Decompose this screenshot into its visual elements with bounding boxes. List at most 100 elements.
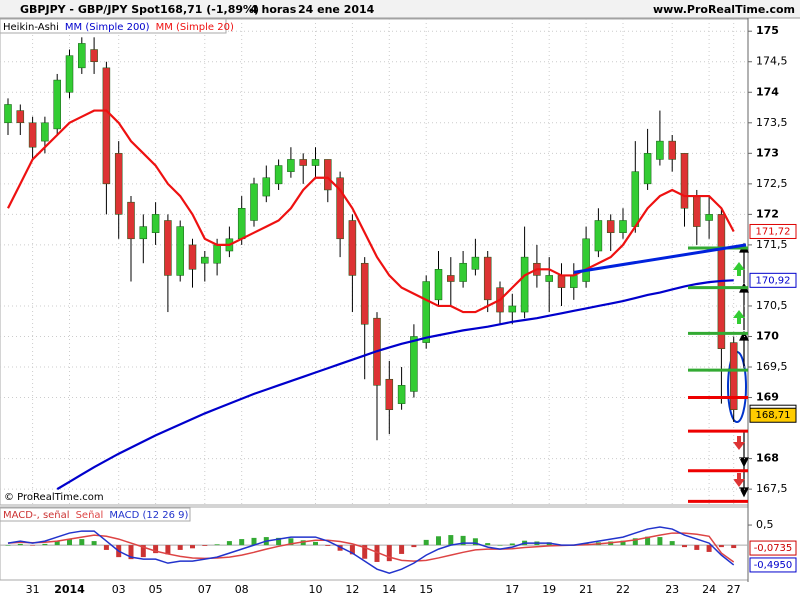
histogram-bar xyxy=(190,545,195,549)
candle-body xyxy=(434,269,443,301)
copyright: © ProRealTime.com xyxy=(4,492,104,503)
x-tick-label: 14 xyxy=(382,583,396,596)
y-tick-label: 169 xyxy=(756,391,779,404)
y-tick-label: 171,5 xyxy=(756,238,788,251)
histogram-bar xyxy=(497,545,503,546)
price-label: 171,72 xyxy=(756,226,791,237)
x-tick-label: 05 xyxy=(149,583,163,596)
site: www.ProRealTime.com xyxy=(653,3,795,16)
x-tick-label: 03 xyxy=(112,583,126,596)
candle-body xyxy=(164,220,172,276)
candle-body xyxy=(274,165,283,185)
histogram-bar xyxy=(669,541,675,546)
candle-body xyxy=(557,275,566,288)
x-tick-label: 08 xyxy=(235,583,249,596)
candle-body xyxy=(520,256,529,313)
timeframe: 4 horas xyxy=(250,3,297,16)
histogram-bar xyxy=(239,539,245,546)
histogram-bar xyxy=(448,535,454,546)
histogram-bar xyxy=(349,545,355,555)
top-bar xyxy=(0,0,800,18)
y-tick-label: 175 xyxy=(756,24,779,37)
candle-body xyxy=(680,153,689,209)
x-tick-label: 2014 xyxy=(54,583,85,596)
legend-entry: MM (Simple 200) xyxy=(65,22,150,33)
line-series xyxy=(7,526,735,574)
price-label: -0,4950 xyxy=(754,560,793,571)
price-label: -0,0735 xyxy=(754,543,793,554)
legend-entry: MACD (12 26 9) xyxy=(109,510,188,521)
candle-body xyxy=(139,226,148,240)
histogram-bar xyxy=(657,537,663,546)
histogram-bar xyxy=(128,545,134,560)
legend-bg xyxy=(0,18,227,34)
x-tick-label: 22 xyxy=(616,583,630,596)
histogram-bar xyxy=(620,540,626,546)
candle-body xyxy=(656,140,664,160)
candle-body xyxy=(102,67,111,185)
histogram-bar xyxy=(91,541,97,546)
candle-body xyxy=(324,159,332,191)
candle-body xyxy=(176,226,184,276)
histogram-bar xyxy=(79,539,85,546)
y-tick-label: 170 xyxy=(756,329,779,342)
histogram-bar xyxy=(460,535,466,546)
candle-body xyxy=(459,262,467,282)
candle-body xyxy=(151,214,160,233)
candle-body xyxy=(237,208,246,240)
candle-body xyxy=(348,220,357,276)
histogram-bar xyxy=(30,545,36,546)
candle-body xyxy=(705,214,713,221)
histogram-bar xyxy=(165,545,171,555)
histogram-bar xyxy=(682,545,687,548)
y-tick-label: 170,5 xyxy=(756,299,788,312)
histogram-bar xyxy=(374,545,380,562)
y-tick-label: 172,5 xyxy=(756,177,788,190)
x-tick-label: 27 xyxy=(727,583,741,596)
x-tick-label: 31 xyxy=(26,583,40,596)
histogram-bar xyxy=(5,545,11,546)
candle-body xyxy=(41,122,49,142)
x-tick-label: 15 xyxy=(419,583,433,596)
symbol: GBPJPY - GBP/JPY Spot xyxy=(20,3,160,16)
histogram-bar xyxy=(731,545,737,549)
histogram-bar xyxy=(288,538,294,546)
histogram-bar xyxy=(645,536,651,546)
histogram-bar xyxy=(226,541,232,546)
histogram-bar xyxy=(325,545,331,546)
y-tick-label: 168 xyxy=(756,452,779,465)
candle-body xyxy=(262,177,271,197)
histogram-bar xyxy=(251,537,257,546)
candle-body xyxy=(311,159,320,166)
candle-body xyxy=(594,220,603,252)
histogram-bar xyxy=(399,545,405,554)
candle-body xyxy=(127,201,135,240)
histogram-bar xyxy=(632,538,638,546)
x-tick-label: 07 xyxy=(198,583,212,596)
histogram-bar xyxy=(202,545,208,546)
y-tick-label: 0,5 xyxy=(756,518,774,531)
candle-body xyxy=(65,55,74,93)
x-tick-label: 23 xyxy=(665,583,679,596)
candle-body xyxy=(729,342,738,411)
histogram-bar xyxy=(313,541,318,546)
candle-body xyxy=(385,378,394,411)
x-tick-label: 21 xyxy=(579,583,593,596)
histogram-bar xyxy=(362,545,368,559)
line-series xyxy=(7,109,735,314)
candle-body xyxy=(201,256,209,264)
histogram-bar xyxy=(67,539,72,546)
histogram-bar xyxy=(42,543,48,546)
price-label-box xyxy=(749,272,797,288)
candle-body xyxy=(250,183,258,221)
histogram-bar xyxy=(276,537,282,546)
price: 168,71 (-1,89%) xyxy=(160,3,259,16)
candle-body xyxy=(410,336,418,392)
candle-body xyxy=(545,275,553,282)
y-tick-label: 173,5 xyxy=(756,116,788,129)
candle-body xyxy=(16,110,25,124)
candle-body xyxy=(4,104,12,124)
candle-body xyxy=(114,153,123,215)
candle-body xyxy=(483,256,492,301)
